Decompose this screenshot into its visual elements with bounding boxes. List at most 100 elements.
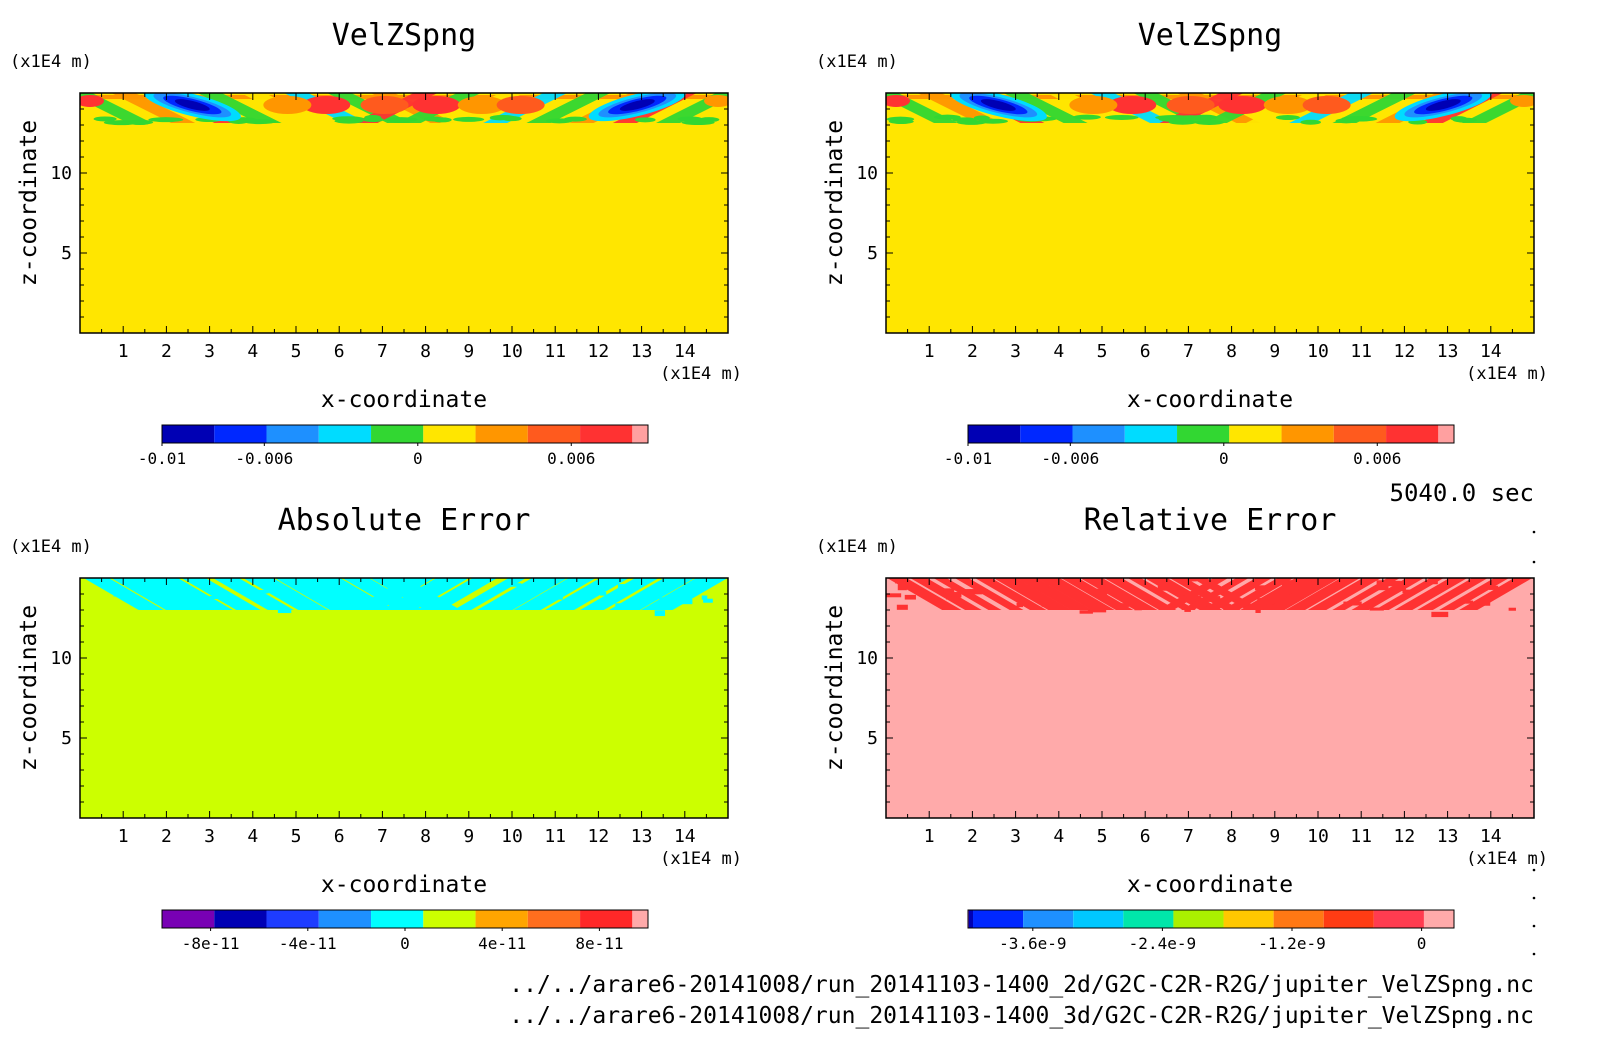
error-blob — [1508, 607, 1516, 611]
colorbar-tick-label: -1.2e-9 — [1258, 934, 1325, 953]
error-blob — [1488, 585, 1499, 590]
edge-patch — [886, 95, 910, 107]
error-stripe — [381, 578, 469, 610]
error-stripe — [1222, 578, 1294, 610]
x-tick-label: 14 — [1480, 826, 1502, 847]
error-blob — [1134, 604, 1142, 611]
colorbar-swatch — [632, 910, 648, 928]
x-tick-label: 10 — [501, 341, 523, 362]
wave-patch — [263, 96, 312, 114]
edge-patch — [80, 95, 104, 107]
error-blob — [1207, 596, 1221, 602]
colorbar-swatch — [1333, 425, 1387, 443]
error-blob — [294, 578, 301, 585]
lobe-core — [619, 99, 655, 111]
wave-patch — [302, 96, 351, 114]
colorbar-swatch — [1373, 910, 1424, 928]
edge-patch — [704, 95, 728, 107]
wave-fringe — [634, 117, 656, 123]
error-stripe — [212, 578, 294, 610]
x-tick-label: 1 — [118, 826, 129, 847]
error-stripe — [580, 578, 659, 610]
x-tick-label: 7 — [1183, 826, 1194, 847]
x-axis-label: x-coordinate — [1127, 387, 1293, 413]
colorbar-tick-label: -0.006 — [1041, 449, 1099, 468]
y-unit-label: (x1E4 m) — [10, 52, 92, 72]
x-tick-label: 13 — [631, 341, 653, 362]
error-blob — [1473, 601, 1491, 606]
colorbar-swatch — [1223, 910, 1274, 928]
wave-patch — [1166, 96, 1215, 114]
wave-fringe — [1300, 119, 1321, 125]
file-path-2d: ../../arare6-20141008/run_20141103-1400_… — [509, 972, 1534, 998]
x-tick-label: 12 — [1394, 341, 1416, 362]
x-tick-label: 5 — [1097, 826, 1108, 847]
error-blob — [166, 602, 181, 609]
error-blob — [1157, 585, 1174, 591]
x-unit-label: (x1E4 m) — [660, 849, 742, 869]
wave-fringe — [1452, 117, 1478, 123]
wave-stripe — [1332, 93, 1417, 123]
x-tick-label: 3 — [1010, 341, 1021, 362]
x-tick-label: 12 — [1394, 826, 1416, 847]
wave-fringe — [384, 117, 418, 123]
error-blob — [1392, 586, 1406, 591]
error-blob — [554, 594, 563, 600]
error-stripe — [608, 578, 695, 610]
x-tick-label: 13 — [631, 826, 653, 847]
edge-patch — [1510, 95, 1534, 107]
y-tick-label: 5 — [61, 243, 72, 264]
colorbar-swatch — [214, 425, 267, 443]
x-tick-label: 9 — [1269, 826, 1280, 847]
x-tick-label: 9 — [463, 341, 474, 362]
error-stripe — [1158, 578, 1229, 610]
error-stripe — [1351, 578, 1424, 610]
error-blob — [1430, 581, 1438, 585]
x-tick-label: 10 — [1307, 341, 1329, 362]
colorbar-swatch — [1273, 910, 1324, 928]
colorbar-swatch — [318, 425, 372, 443]
y-tick-label: 10 — [50, 648, 72, 669]
error-blob — [1458, 600, 1474, 604]
error-blob — [1034, 583, 1049, 588]
lobe-core — [980, 99, 1016, 111]
wave-fringe — [453, 116, 485, 122]
chart-panel-1: VelZSpng(x1E4 m)1 2 3 4 5 6 7 8 9 10 11 12 13 14510(x… — [10, 18, 742, 468]
x-tick-label: 8 — [1226, 341, 1237, 362]
x-tick-label: 1 — [924, 341, 935, 362]
error-blob — [1382, 580, 1401, 587]
colorbar-swatch — [266, 910, 319, 928]
y-axis-label: z-coordinate — [16, 605, 42, 771]
wave-patch — [360, 96, 409, 114]
colorbar-swatch — [1281, 425, 1334, 443]
error-stripe — [144, 578, 233, 610]
dot-marker — [1532, 896, 1536, 900]
error-stripe — [933, 578, 1002, 610]
colorbar-tick-label: -8e-11 — [182, 934, 240, 953]
colorbar-swatch — [1229, 425, 1282, 443]
error-blob — [886, 593, 902, 598]
error-blob — [703, 598, 713, 603]
colorbar-swatch — [580, 910, 633, 928]
wave-fringe — [243, 119, 277, 125]
error-blob — [981, 589, 988, 594]
x-tick-label: 7 — [1183, 341, 1194, 362]
error-blob — [113, 590, 126, 597]
chart-panel-4: Relative Error(x1E4 m)1 2 3 4 5 6 7 8 9 10 11 12 13 1… — [816, 503, 1548, 953]
colorbar: -0.01 -0.006 0 0.006 — [138, 424, 649, 468]
x-unit-label: (x1E4 m) — [660, 364, 742, 384]
dot-marker — [1532, 560, 1536, 564]
wave-fringe — [973, 115, 990, 121]
wave-fringe — [362, 117, 384, 123]
x-tick-label: 10 — [501, 826, 523, 847]
x-tick-label: 11 — [544, 341, 566, 362]
colorbar-swatch — [371, 910, 424, 928]
wave-fringe — [1275, 115, 1300, 121]
field-background — [80, 93, 728, 333]
chart-title: Absolute Error — [278, 503, 531, 538]
error-blob — [1284, 580, 1299, 585]
x-tick-label: 3 — [204, 341, 215, 362]
colorbar-swatch — [266, 425, 319, 443]
error-blob — [1369, 607, 1384, 611]
error-blob — [1117, 603, 1130, 607]
